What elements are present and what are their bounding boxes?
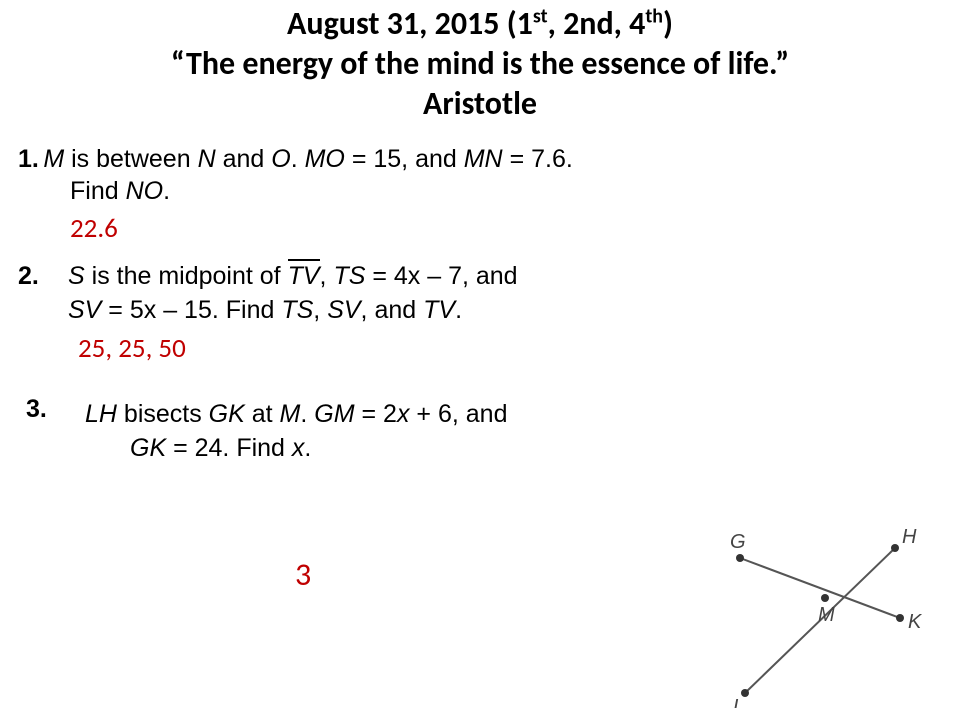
q1-number: 1. <box>18 145 39 173</box>
sup-th: th <box>645 4 663 28</box>
q3-line2: GK = 24. Find x. <box>130 434 311 463</box>
q2-answer: 25, 25, 50 <box>78 332 186 365</box>
diagram-svg: G H M K L <box>700 518 930 708</box>
q1-line1: M is between N and O. MO = 15, and MN = … <box>43 145 573 173</box>
geometry-diagram: G H M K L <box>700 518 930 708</box>
label-k: K <box>908 611 923 633</box>
q3-number: 3. <box>26 395 47 423</box>
header-date: August 31, 2015 (1st, 2nd, 4th) <box>0 4 960 44</box>
q1-answer: 22.6 <box>70 212 118 245</box>
header-block: August 31, 2015 (1st, 2nd, 4th) “The ene… <box>0 0 960 124</box>
date-end: ) <box>663 4 673 43</box>
q3-block: 3. <box>26 395 47 424</box>
point-g <box>736 554 744 562</box>
point-m <box>821 594 829 602</box>
header-quote: “The energy of the mind is the essence o… <box>0 44 960 84</box>
q2-block: 2. <box>18 262 39 291</box>
segment-bar-icon <box>288 259 320 261</box>
point-k <box>896 614 904 622</box>
label-h: H <box>902 526 917 548</box>
date-prefix: August 31, 2015 (1 <box>287 4 533 43</box>
label-m: M <box>818 604 835 626</box>
date-mid: , 2nd, 4 <box>548 4 646 43</box>
q2-line1: S is the midpoint of TV, TS = 4x – 7, an… <box>68 262 518 291</box>
q2-line2: SV = 5x – 15. Find TS, SV, and TV. <box>68 296 462 325</box>
label-l: L <box>733 696 744 708</box>
label-g: G <box>730 531 746 553</box>
header-author: Aristotle <box>0 84 960 124</box>
q3-line1: LH bisects GK at M. GM = 2x + 6, and <box>85 400 507 429</box>
q1-line2: Find NO. <box>70 177 170 206</box>
point-h <box>891 544 899 552</box>
q1-block: 1. M is between N and O. MO = 15, and MN… <box>18 145 573 174</box>
sup-st: st <box>533 4 548 28</box>
q3-answer: 3 <box>295 555 311 594</box>
q2-number: 2. <box>18 262 39 290</box>
